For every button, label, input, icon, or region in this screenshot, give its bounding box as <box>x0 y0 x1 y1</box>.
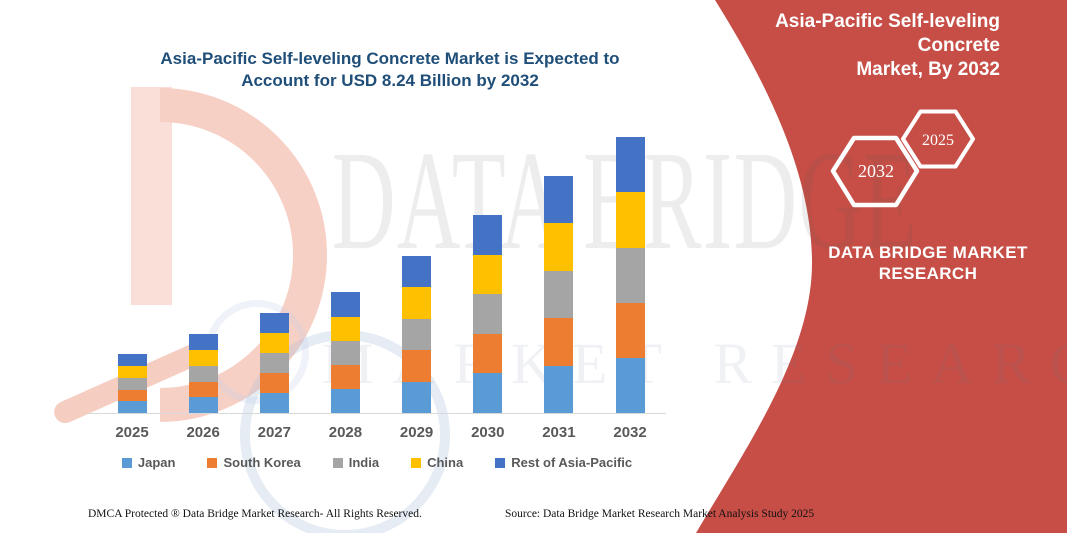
legend-item-china: China <box>411 455 463 470</box>
bar-segment-south-korea-2026 <box>188 381 218 398</box>
x-axis-label-2028: 2028 <box>328 424 363 441</box>
bar-segment-south-korea-2029 <box>402 350 432 382</box>
bar-segment-rest-of-asia-pacific-2030 <box>473 215 503 255</box>
bar-segment-rest-of-asia-pacific-2026 <box>188 334 218 351</box>
bar-segment-india-2031 <box>544 270 574 319</box>
bar-segment-japan-2030 <box>473 373 503 413</box>
brand-name: DATA BRIDGE MARKET RESEARCH <box>793 242 1063 284</box>
x-axis-label-2029: 2029 <box>399 424 434 441</box>
legend-item-rest-of-asia-pacific: Rest of Asia-Pacific <box>495 455 632 470</box>
side-panel-title-line1: Asia-Pacific Self-leveling Concrete <box>775 11 1000 56</box>
side-panel-title-line2: Market, By 2032 <box>856 59 1000 80</box>
bar-segment-china-2032 <box>615 192 645 248</box>
bar-segment-india-2029 <box>402 318 432 351</box>
chart-legend: Japan South Korea India China Rest of Asia-P… <box>88 455 666 470</box>
x-axis-label-2030: 2030 <box>471 424 505 441</box>
bar-segment-china-2031 <box>544 223 574 271</box>
bar-segment-south-korea-2031 <box>544 318 574 366</box>
bar-segment-india-2032 <box>615 247 645 303</box>
bar-segment-india-2027 <box>259 352 289 373</box>
bar-segment-india-2030 <box>473 294 503 334</box>
bar-segment-japan-2027 <box>259 392 289 413</box>
hexagon-2032-icon <box>830 135 920 208</box>
legend-swatch-icon <box>411 457 422 468</box>
bar-segment-rest-of-asia-pacific-2031 <box>544 175 574 224</box>
legend-label: India <box>348 455 380 470</box>
forecast-years-hexagons: 2032 2025 <box>830 109 975 208</box>
bar-segment-japan-2026 <box>188 397 218 413</box>
legend-label: China <box>427 455 464 470</box>
bar-segment-china-2026 <box>188 350 218 366</box>
logo-b-stem-shape <box>131 87 172 305</box>
bar-segment-japan-2031 <box>544 365 574 413</box>
legend-swatch-icon <box>207 457 218 468</box>
hexagon-2025-label: 2025 <box>922 132 954 149</box>
bar-segment-japan-2029 <box>402 381 432 413</box>
chart-title-line2: Account for USD 8.24 Billion by 2032 <box>241 71 539 90</box>
bar-segment-rest-of-asia-pacific-2028 <box>330 292 360 317</box>
footer-source-text: Source: Data Bridge Market Research Mark… <box>505 508 815 520</box>
bar-segment-south-korea-2028 <box>330 364 360 389</box>
chart-title: Asia-Pacific Self-leveling Concrete Mark… <box>90 48 690 92</box>
legend-item-south-korea: South Korea <box>207 455 301 470</box>
legend-swatch-icon <box>332 457 343 468</box>
bar-segment-china-2027 <box>259 332 289 353</box>
bar-segment-south-korea-2032 <box>615 302 645 359</box>
bar-segment-south-korea-2025 <box>117 389 147 402</box>
brand-line1: DATA BRIDGE MARKET <box>828 243 1028 262</box>
bar-segment-china-2030 <box>473 254 503 295</box>
bar-segment-china-2029 <box>402 287 432 319</box>
bar-segment-rest-of-asia-pacific-2027 <box>259 312 289 333</box>
x-axis-label-2026: 2026 <box>186 424 220 441</box>
x-axis-label-2027: 2027 <box>257 424 291 441</box>
bar-segment-south-korea-2030 <box>473 333 503 374</box>
bar-segment-japan-2032 <box>615 358 645 413</box>
legend-swatch-icon <box>121 457 132 468</box>
x-axis-label-2025: 2025 <box>115 424 149 441</box>
brand-line2: RESEARCH <box>878 264 978 283</box>
bar-segment-south-korea-2027 <box>259 372 289 393</box>
x-axis-label-2031: 2031 <box>542 424 576 441</box>
bar-segment-china-2025 <box>117 366 147 378</box>
bar-segment-rest-of-asia-pacific-2032 <box>615 136 645 193</box>
bar-segment-india-2025 <box>117 377 147 390</box>
hexagon-2032-label: 2032 <box>858 161 894 181</box>
chart-title-line1: Asia-Pacific Self-leveling Concrete Mark… <box>160 49 620 68</box>
x-axis-line <box>88 413 666 414</box>
bar-segment-india-2026 <box>188 365 218 382</box>
legend-label: Japan <box>137 455 176 470</box>
legend-item-india: India <box>332 455 380 470</box>
bar-segment-japan-2028 <box>330 388 360 413</box>
side-panel-title: Asia-Pacific Self-leveling Concrete Mark… <box>700 10 1000 82</box>
footer-dmca-text: DMCA Protected ® Data Bridge Market Rese… <box>88 508 422 520</box>
legend-item-japan: Japan <box>121 455 176 470</box>
bar-segment-india-2028 <box>330 340 360 365</box>
legend-swatch-icon <box>495 457 506 468</box>
legend-label: Rest of Asia-Pacific <box>511 455 633 470</box>
bar-segment-rest-of-asia-pacific-2025 <box>117 354 147 367</box>
hexagon-2025-icon <box>901 109 975 169</box>
bar-segment-china-2028 <box>330 316 360 341</box>
x-axis-label-2032: 2032 <box>613 424 647 441</box>
legend-label: South Korea <box>223 455 301 470</box>
bar-segment-rest-of-asia-pacific-2029 <box>402 255 432 288</box>
bar-segment-japan-2025 <box>117 401 147 413</box>
